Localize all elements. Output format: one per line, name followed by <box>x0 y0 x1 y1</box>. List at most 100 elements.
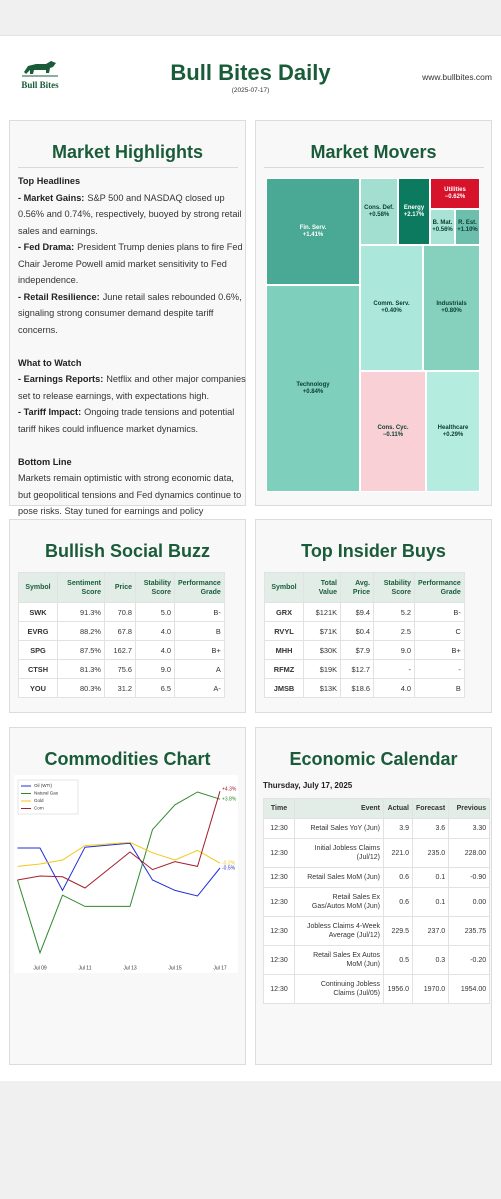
sector-name: B. Mat. <box>432 220 453 226</box>
table-cell: 31.2 <box>104 678 136 698</box>
table-cell: 0.5 <box>383 945 413 975</box>
table-wrap: Time Event Actual Forecast Previous 12:30 Reta… <box>263 798 491 1004</box>
highlight-item: - Market Gains: S&P 500 and NASDAQ closed… <box>18 190 248 240</box>
legend-label: Gold <box>34 798 44 803</box>
table-wrap: Symbol Sentiment Score Price Stability Scor… <box>18 572 225 698</box>
table-cell: 9.0 <box>135 659 175 679</box>
x-tick-label: Jul 09 <box>33 965 47 971</box>
table-row: 12:30 Retail Sales Ex Gas/Autos MoM (Jun)… <box>263 887 491 917</box>
table-row: RVYL $71K $0.4 2.5 C <box>264 621 465 641</box>
header-row: Symbol Sentiment Score Price Stability Scor… <box>18 572 225 603</box>
table-cell: 2.5 <box>373 621 415 641</box>
header-row: Symbol Total Value Avg. Price Stability Sco… <box>264 572 465 603</box>
table-cell: 5.0 <box>135 602 175 622</box>
treemap-cell: Industrials +0.80% <box>423 245 480 371</box>
highlight-item: - Tariff Impact: Ongoing trade tensions a… <box>18 404 248 437</box>
table-cell: -0.20 <box>448 945 491 975</box>
sector-change: +0.58% <box>368 211 390 218</box>
table-row: 12:30 Retail Sales Ex Autos MoM (Jun) 0.5 0… <box>263 945 491 975</box>
table-row: 12:30 Retail Sales YoY (Jun) 3.9 3.6 3.30 <box>263 818 491 839</box>
table-cell: 229.5 <box>383 916 413 946</box>
treemap-cell: Cons. Def. +0.58% <box>360 178 398 245</box>
table-row: CTSH 81.3% 75.6 9.0 A <box>18 659 225 679</box>
table-wrap: Symbol Total Value Avg. Price Stability Sco… <box>264 572 465 698</box>
table-cell: 0.00 <box>448 887 491 917</box>
table-cell: 12:30 <box>263 838 295 868</box>
column-header: Time <box>263 798 295 819</box>
table-cell: 221.0 <box>383 838 413 868</box>
table-cell: Continuing Jobless Claims (Jul/05) <box>294 974 384 1004</box>
table-cell: 3.30 <box>448 818 491 839</box>
highlight-item: - Fed Drama: President Trump denies plans… <box>18 239 248 289</box>
table-row: EVRG 88.2% 67.8 4.0 B <box>18 621 225 641</box>
table-cell: SWK <box>18 602 58 622</box>
sector-change: −0.62% <box>444 193 466 200</box>
item-label: - Retail Resilience: <box>18 291 100 302</box>
column-header: Symbol <box>264 572 304 603</box>
table-cell: 0.1 <box>411 867 450 888</box>
item-label: - Fed Drama: <box>18 242 75 252</box>
sector-change: −0.11% <box>382 431 404 438</box>
table-cell: C <box>414 621 465 641</box>
highlight-section: Top Headlines - Market Gains: S&P 500 and … <box>18 173 248 338</box>
table-cell: B+ <box>414 640 465 660</box>
table-row: GRX $121K $9.4 5.2 B- <box>264 602 465 622</box>
table-cell: RVYL <box>264 621 304 641</box>
table-cell: 70.8 <box>104 602 136 622</box>
table-cell: - <box>414 659 465 679</box>
table-cell: B- <box>414 602 465 622</box>
table-cell: Retail Sales YoY (Jun) <box>294 818 384 839</box>
table-cell: Jobless Claims 4-Week Average (Jul/12) <box>294 916 384 946</box>
column-header: Price <box>104 572 136 603</box>
table-cell: 235.0 <box>411 838 450 868</box>
table-row: RFMZ $19K $12.7- - <box>264 659 465 679</box>
table-cell: 9.0 <box>373 640 415 660</box>
divider <box>18 167 238 168</box>
table-cell: B <box>414 678 465 698</box>
table-cell: B+ <box>174 640 225 660</box>
table-cell: B- <box>174 602 225 622</box>
sector-name: Fin. Serv. <box>299 224 327 231</box>
table-cell: 81.3% <box>57 659 105 679</box>
table-cell: 12:30 <box>263 867 295 888</box>
table-cell: 88.2% <box>57 621 105 641</box>
column-header: Symbol <box>18 572 58 603</box>
sector-change: +2.17% <box>403 211 425 218</box>
sector-change: +0.29% <box>442 431 464 438</box>
item-text: Netflix and other major companies set to… <box>18 374 246 401</box>
sector-change: +0.40% <box>381 308 402 314</box>
card-title: Top Insider Buys <box>301 541 446 561</box>
table-cell: -0.90 <box>448 867 491 888</box>
table-cell: 6.5 <box>135 678 175 698</box>
column-header: Stability Score <box>135 572 175 603</box>
sector-change: +0.56% <box>432 227 453 233</box>
calendar-date: Thursday, July 17, 2025 <box>263 781 353 790</box>
data-table: Time Event Actual Forecast Previous 12:30 Reta… <box>263 798 491 1004</box>
table-row: MHH $30K $7.9 9.0 B+ <box>264 640 465 660</box>
table-cell: $13K <box>303 678 341 698</box>
highlights-body: Top Headlines - Market Gains: S&P 500 and … <box>18 173 248 553</box>
treemap-cell: Healthcare +0.29% <box>426 371 480 492</box>
item-label: - Market Gains: <box>18 192 85 203</box>
series-line <box>17 842 221 897</box>
sector-change: +0.80% <box>441 308 462 314</box>
table-cell: Initial Jobless Claims (Jul/12) <box>294 838 384 868</box>
site-url[interactable]: www.bullbites.com <box>422 72 492 82</box>
series-line <box>17 841 221 867</box>
table-cell: YOU <box>18 678 58 698</box>
table-cell: 12:30 <box>263 916 295 946</box>
highlight-item: - Retail Resilience: June retail sales re… <box>18 289 248 339</box>
sector-name: Healthcare <box>437 424 469 431</box>
table-cell: JMSB <box>264 678 304 698</box>
table-cell: A <box>174 659 225 679</box>
table-cell: 162.7 <box>104 640 136 660</box>
table-cell: 5.2 <box>373 602 415 622</box>
site-date: (2025-07-17) <box>231 87 270 94</box>
table-cell: 0.6 <box>383 867 413 888</box>
data-table: Symbol Sentiment Score Price Stability Scor… <box>18 572 225 698</box>
sector-name: Technology <box>296 381 330 388</box>
table-cell: 4.0 <box>135 621 175 641</box>
site-title: Bull Bites Daily <box>170 60 331 85</box>
card-title: Economic Calendar <box>289 749 458 769</box>
